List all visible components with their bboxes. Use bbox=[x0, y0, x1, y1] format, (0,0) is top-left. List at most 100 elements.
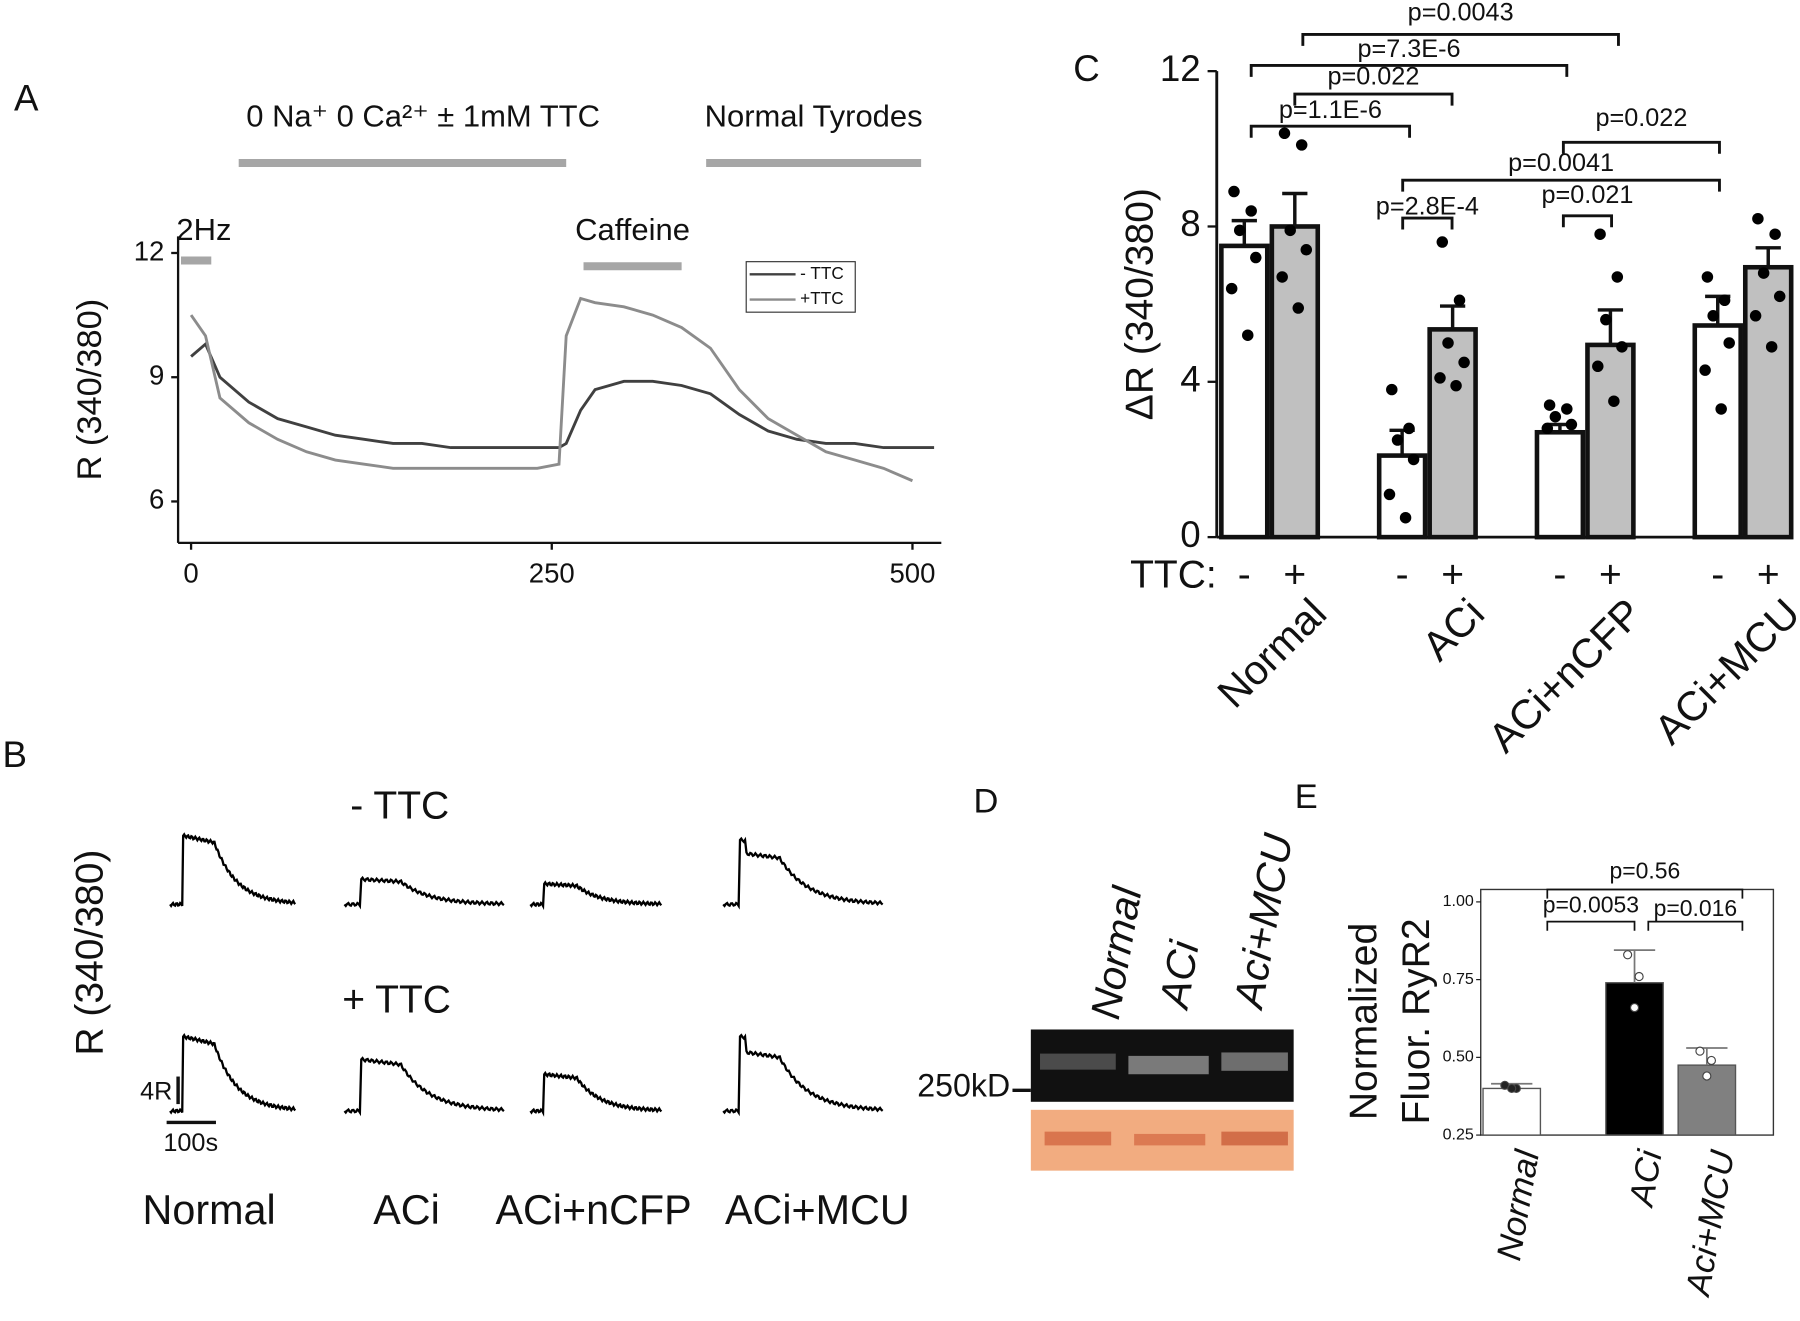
data-point bbox=[1773, 290, 1786, 303]
ponceau-band bbox=[1221, 1131, 1288, 1146]
significance-bracket bbox=[1647, 920, 1744, 931]
data-point bbox=[1541, 422, 1554, 435]
p-value: p=0.0041 bbox=[1508, 149, 1614, 177]
data-point bbox=[1507, 1083, 1517, 1094]
data-point bbox=[1250, 251, 1262, 264]
category-label: Normal bbox=[143, 1187, 276, 1233]
y-axis-label: R (340/380) bbox=[71, 299, 109, 481]
data-point bbox=[1295, 139, 1308, 151]
annotation-label: Normal Tyrodes bbox=[705, 98, 923, 133]
data-point bbox=[1718, 294, 1731, 306]
data-point bbox=[1292, 302, 1304, 314]
y-tick-label: 4 bbox=[1180, 359, 1200, 400]
data-point bbox=[1616, 341, 1628, 353]
p-value: p=1.1E-6 bbox=[1279, 96, 1382, 124]
data-point bbox=[1594, 228, 1606, 240]
y-tick-label: 0.75 bbox=[1443, 970, 1474, 988]
data-point bbox=[1543, 399, 1556, 411]
error-bar bbox=[1282, 191, 1308, 227]
x-tick-label: 250 bbox=[529, 557, 575, 588]
y-tick-label: 0.25 bbox=[1443, 1125, 1474, 1143]
category-label: Aci+MCU bbox=[1679, 1146, 1742, 1300]
panel-label: B bbox=[3, 734, 27, 775]
category-label: ACi+MCU bbox=[725, 1187, 910, 1233]
data-point bbox=[1765, 341, 1778, 353]
group-label: TTC: bbox=[1130, 554, 1217, 597]
data-point bbox=[1450, 379, 1462, 392]
data-point bbox=[1386, 383, 1398, 396]
ponceau-band bbox=[1044, 1131, 1112, 1146]
ponceau-band bbox=[1134, 1133, 1206, 1146]
series-label: + bbox=[1599, 554, 1622, 597]
bar bbox=[1482, 1087, 1542, 1136]
blot-band bbox=[1128, 1055, 1209, 1075]
lane-label: Aci+MCU bbox=[1225, 829, 1302, 1014]
legend-box bbox=[745, 261, 856, 313]
y-tick-label: 0.50 bbox=[1443, 1048, 1474, 1066]
data-point bbox=[1769, 228, 1781, 240]
p-value: p=0.022 bbox=[1595, 104, 1687, 132]
example-trace bbox=[343, 875, 505, 910]
panel-label: A bbox=[14, 78, 39, 119]
p-value: p=0.016 bbox=[1654, 895, 1738, 921]
data-point bbox=[1225, 282, 1238, 295]
panel-label: E bbox=[1295, 778, 1318, 816]
significance-bracket bbox=[1249, 124, 1412, 138]
data-point bbox=[1458, 356, 1470, 369]
data-point bbox=[1228, 185, 1240, 198]
p-value: p=0.56 bbox=[1609, 857, 1680, 883]
y-tick-label: 6 bbox=[149, 484, 164, 515]
error-bar bbox=[1613, 949, 1656, 983]
data-point bbox=[1565, 418, 1578, 431]
data-point bbox=[1276, 271, 1288, 283]
error-bar bbox=[1755, 246, 1781, 268]
error-bar bbox=[1439, 304, 1466, 330]
y-axis-label: ΔR (340/380) bbox=[1118, 188, 1161, 420]
example-trace bbox=[343, 1056, 505, 1117]
data-point bbox=[1383, 488, 1396, 501]
data-point bbox=[1701, 271, 1714, 283]
row-label: - TTC bbox=[350, 784, 449, 827]
example-trace bbox=[169, 1033, 297, 1115]
data-point bbox=[1723, 337, 1735, 349]
y-axis-label: R (340/380) bbox=[68, 850, 111, 1056]
y-tick-label: 9 bbox=[149, 360, 164, 391]
scale-label: 4R bbox=[140, 1077, 172, 1105]
error-bar bbox=[1597, 308, 1624, 345]
row-label: + TTC bbox=[342, 978, 451, 1021]
p-value: p=0.022 bbox=[1327, 63, 1419, 91]
example-trace bbox=[722, 836, 884, 910]
data-point bbox=[1752, 212, 1764, 225]
data-point bbox=[1436, 236, 1449, 248]
category-label: Normal bbox=[1209, 590, 1336, 717]
series-label: - bbox=[1238, 554, 1251, 597]
p-value: p=0.021 bbox=[1542, 181, 1634, 209]
bar bbox=[1534, 429, 1586, 540]
example-trace bbox=[529, 880, 663, 911]
category-label: ACi bbox=[1414, 590, 1494, 670]
series-label: - bbox=[1396, 554, 1409, 597]
bar bbox=[1742, 264, 1794, 540]
significance-bracket bbox=[1301, 32, 1620, 46]
category-label: ACi+nCFP bbox=[495, 1187, 691, 1233]
data-point bbox=[1634, 971, 1644, 982]
category-label: Normal bbox=[1490, 1146, 1547, 1263]
lane-label: ACi bbox=[1150, 936, 1208, 1014]
legend-label: - TTC bbox=[800, 263, 844, 283]
data-point bbox=[1549, 411, 1562, 423]
data-point bbox=[1407, 453, 1420, 466]
y-tick-label: 1.00 bbox=[1443, 892, 1474, 910]
data-point bbox=[1284, 224, 1296, 237]
error-bar bbox=[1686, 1047, 1728, 1066]
blot-band bbox=[1221, 1052, 1288, 1071]
series-label: - bbox=[1553, 554, 1566, 597]
y-axis-label: Normalized bbox=[1342, 923, 1385, 1120]
data-point bbox=[1699, 364, 1711, 376]
category-label: ACi bbox=[1622, 1146, 1670, 1211]
x-tick-label: 500 bbox=[889, 557, 935, 588]
bar bbox=[1585, 342, 1636, 540]
data-point bbox=[1623, 950, 1633, 960]
data-point bbox=[1592, 360, 1604, 373]
y-tick-label: 0 bbox=[1180, 514, 1200, 555]
